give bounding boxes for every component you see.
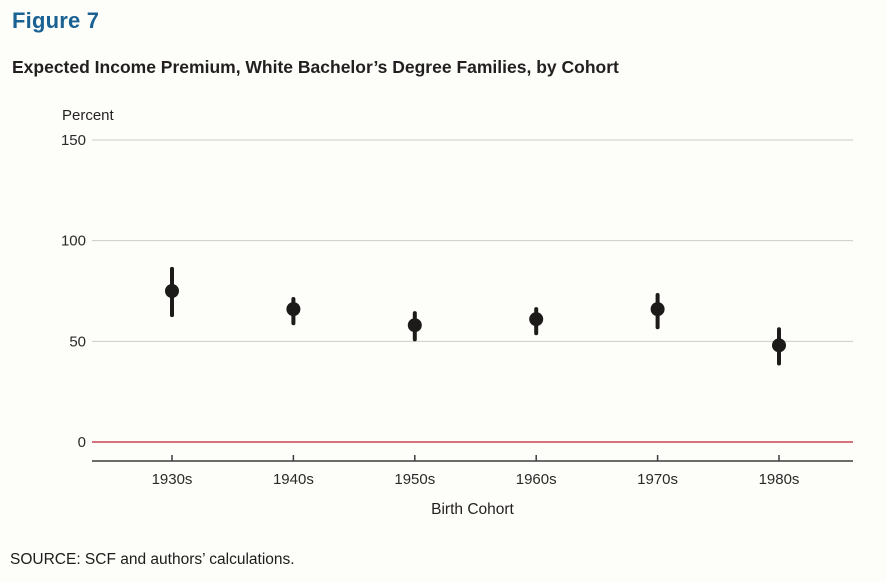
data-point: [407, 318, 422, 333]
data-point: [165, 284, 179, 298]
figure-title: Expected Income Premium, White Bachelor’…: [12, 57, 619, 77]
y-tick-label: 100: [61, 233, 86, 250]
x-tick-label: 1980s: [759, 471, 800, 488]
x-tick-label: 1960s: [516, 471, 557, 488]
figure-number-label: Figure 7: [12, 8, 100, 33]
x-tick-label: 1940s: [273, 471, 314, 488]
x-tick-label: 1950s: [394, 471, 435, 488]
data-point: [529, 312, 544, 327]
data-point: [650, 302, 665, 317]
y-axis-unit-label: Percent: [62, 107, 114, 124]
data-point: [772, 338, 786, 353]
source-note: SOURCE: SCF and authors’ calculations.: [10, 551, 295, 568]
x-tick-label: 1930s: [152, 471, 193, 488]
y-tick-label: 150: [61, 132, 86, 149]
x-tick-label: 1970s: [637, 471, 678, 488]
y-tick-label: 0: [78, 434, 86, 451]
x-axis-title: Birth Cohort: [431, 501, 514, 518]
y-tick-label: 50: [69, 333, 86, 350]
data-point: [286, 302, 301, 317]
